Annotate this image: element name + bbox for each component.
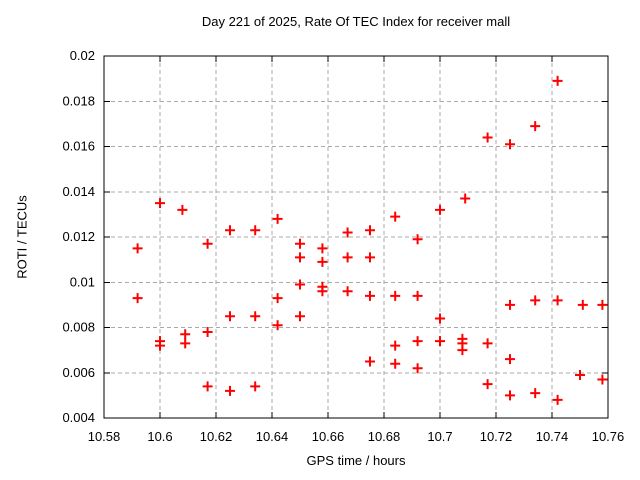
data-point-marker (317, 243, 328, 254)
data-point-marker (365, 290, 375, 301)
data-point-marker (552, 394, 563, 405)
data-point-marker (225, 225, 235, 236)
chart-title: Day 221 of 2025, Rate Of TEC Index for r… (201, 14, 511, 29)
x-tick-label: 10.66 (312, 429, 345, 444)
x-tick-label: 10.74 (536, 429, 569, 444)
data-point-marker (177, 204, 188, 215)
data-point-marker (180, 338, 191, 349)
data-point-marker (552, 295, 563, 306)
data-point-marker (457, 345, 468, 356)
data-point-marker (460, 193, 471, 204)
data-point-marker (272, 320, 283, 331)
data-point-marker (390, 340, 401, 351)
data-point-marker (250, 381, 261, 392)
data-point-marker (365, 356, 375, 367)
data-point-marker (412, 234, 423, 245)
data-point-marker (435, 336, 445, 347)
data-point-marker (295, 252, 305, 263)
data-point-marker (317, 286, 328, 297)
data-point-marker (435, 313, 445, 324)
data-point-marker (412, 290, 423, 301)
data-point-marker (132, 243, 143, 254)
x-tick-label: 10.62 (200, 429, 233, 444)
data-point-marker (365, 225, 375, 236)
data-point-marker (505, 299, 515, 310)
data-point-marker (272, 213, 283, 224)
data-point-marker (225, 311, 235, 322)
data-point-marker (552, 75, 563, 86)
data-point-marker (202, 327, 213, 338)
data-point-marker (155, 198, 165, 209)
data-point-marker (412, 363, 423, 374)
data-point-marker (482, 132, 493, 143)
data-point-marker (530, 388, 541, 399)
data-point-marker (530, 295, 541, 306)
data-point-marker (202, 238, 213, 249)
data-point-marker (390, 358, 401, 369)
x-tick-label: 10.6 (147, 429, 172, 444)
x-tick-label: 10.76 (592, 429, 625, 444)
data-point-marker (597, 374, 608, 385)
data-point-marker (225, 385, 235, 396)
y-tick-label: 0.014 (62, 184, 95, 199)
x-tick-label: 10.64 (256, 429, 289, 444)
data-point-marker (482, 338, 493, 349)
y-tick-label: 0.016 (62, 139, 95, 154)
data-point-marker (295, 311, 305, 322)
y-tick-label: 0.004 (62, 410, 95, 425)
y-tick-label: 0.018 (62, 93, 95, 108)
data-point-marker (390, 290, 401, 301)
data-point-marker (342, 227, 353, 238)
data-point-marker (505, 139, 515, 150)
data-point-marker (272, 293, 283, 304)
data-point-marker (180, 329, 191, 340)
x-tick-label: 10.68 (368, 429, 401, 444)
data-point-marker (435, 204, 445, 215)
data-point-marker (597, 299, 608, 310)
x-tick-label: 10.58 (88, 429, 121, 444)
data-point-marker (295, 238, 305, 249)
y-tick-label: 0.006 (62, 365, 95, 380)
data-point-marker (365, 252, 375, 263)
data-point-marker (577, 299, 588, 310)
data-point-marker (202, 381, 213, 392)
y-tick-label: 0.008 (62, 320, 95, 335)
x-axis-label: GPS time / hours (306, 453, 406, 468)
x-tick-label: 10.72 (480, 429, 513, 444)
data-point-marker (250, 311, 261, 322)
data-point-marker (505, 390, 515, 401)
data-point-marker (575, 370, 585, 381)
data-point-marker (342, 286, 353, 297)
data-point-marker (412, 336, 423, 347)
y-tick-label: 0.01 (70, 274, 95, 289)
data-point-marker (155, 340, 165, 351)
y-tick-label: 0.012 (62, 229, 95, 244)
data-point-marker (317, 256, 328, 267)
data-point-marker (342, 252, 353, 263)
data-point-marker (530, 121, 541, 132)
data-point-marker (390, 211, 401, 222)
data-point-marker (482, 379, 493, 390)
y-tick-label: 0.02 (70, 48, 95, 63)
data-point-marker (505, 354, 515, 365)
x-tick-label: 10.7 (427, 429, 452, 444)
data-point-marker (250, 225, 261, 236)
data-point-marker (132, 293, 143, 304)
data-point-marker (295, 279, 305, 290)
